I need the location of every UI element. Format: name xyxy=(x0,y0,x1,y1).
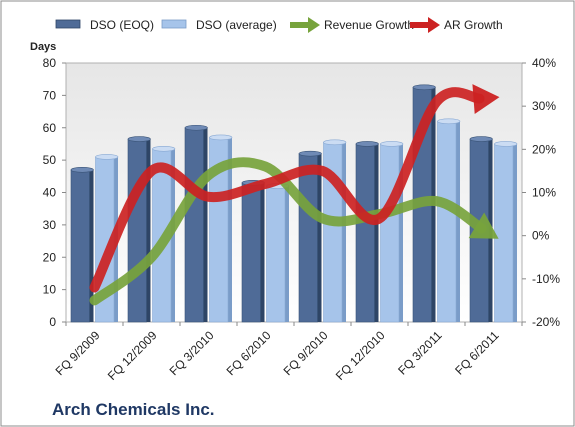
legend-item: Revenue Growth xyxy=(290,17,414,33)
bar-side xyxy=(456,121,460,323)
y-tick-label: 10 xyxy=(43,283,57,297)
bar-side xyxy=(399,143,403,322)
y2-tick-label: 30% xyxy=(532,99,556,113)
bar-side xyxy=(513,143,517,322)
arrow-head xyxy=(468,212,499,239)
legend-label: DSO (average) xyxy=(196,18,277,32)
chart-title: Arch Chemicals Inc. xyxy=(52,400,215,419)
bar-front xyxy=(380,143,400,323)
bar-side xyxy=(317,153,322,322)
y-axis-title: Days xyxy=(30,41,56,53)
bar xyxy=(323,139,347,323)
bar xyxy=(241,179,265,323)
y2-tick-label: -10% xyxy=(532,272,560,286)
bar-top xyxy=(209,134,233,141)
arrow-head xyxy=(472,84,500,115)
legend-swatch xyxy=(161,19,187,29)
legend-label: Revenue Growth xyxy=(324,18,414,32)
bar-top xyxy=(380,141,404,147)
bar xyxy=(127,136,151,323)
legend-item: DSO (average) xyxy=(161,18,277,32)
legend-arrow-icon xyxy=(308,17,320,33)
y-tick-label: 50 xyxy=(43,153,57,167)
bar-top xyxy=(184,124,208,131)
bar-side xyxy=(260,182,265,322)
bar xyxy=(494,141,518,323)
bar-top xyxy=(437,118,461,125)
bar-side xyxy=(342,142,346,322)
lines-group xyxy=(89,84,500,306)
y-tick-label: 60 xyxy=(43,121,57,135)
bar-top xyxy=(95,154,119,160)
legend-item: DSO (EOQ) xyxy=(55,18,154,32)
bar-side xyxy=(374,143,379,322)
bar xyxy=(298,150,322,323)
y-tick-label: 0 xyxy=(49,315,56,329)
y2-tick-label: 40% xyxy=(532,56,556,70)
series-line-path xyxy=(89,87,485,293)
bar-front xyxy=(437,120,457,323)
bar-front xyxy=(266,185,286,323)
y-tick-label: 70 xyxy=(43,88,57,102)
y2-tick-label: 20% xyxy=(532,142,556,156)
bar-front xyxy=(298,153,318,323)
bar-front xyxy=(184,127,204,323)
bar-top xyxy=(298,150,322,157)
bar-top xyxy=(127,136,151,142)
bar xyxy=(209,134,233,323)
bar-top xyxy=(152,145,176,152)
legend-item: AR Growth xyxy=(410,17,503,33)
y2-tick-label: -20% xyxy=(532,315,560,329)
y-tick-label: 80 xyxy=(43,56,57,70)
bar-side xyxy=(285,186,289,322)
bar-front xyxy=(70,169,90,323)
bar-top xyxy=(494,141,518,147)
bar-side xyxy=(228,137,232,322)
y-tick-label: 40 xyxy=(43,186,57,200)
bar xyxy=(355,141,379,323)
legend: DSO (EOQ) DSO (average) Revenue Growth AR G… xyxy=(55,17,503,33)
y2-tick-label: 10% xyxy=(532,186,556,200)
bar xyxy=(70,167,94,323)
legend-swatch xyxy=(55,19,81,29)
y-tick-label: 20 xyxy=(43,250,57,264)
series-line xyxy=(89,84,500,293)
bar-top xyxy=(412,84,436,91)
y2-tick-label: 0% xyxy=(532,229,550,243)
y-tick-label: 30 xyxy=(43,218,57,232)
bar-front xyxy=(494,143,514,323)
bar-front xyxy=(127,138,147,323)
bar xyxy=(266,183,290,323)
bar xyxy=(380,141,404,323)
bar xyxy=(184,124,208,323)
bar-side xyxy=(146,139,151,322)
legend-arrow-icon xyxy=(428,17,440,33)
bar-top xyxy=(70,167,94,173)
bar xyxy=(437,118,461,323)
bar-side xyxy=(89,169,94,322)
bar-side xyxy=(203,127,208,322)
bar-top xyxy=(355,141,379,147)
bar-top xyxy=(469,136,493,142)
bar-front xyxy=(241,182,261,323)
bar-top xyxy=(323,139,347,146)
legend-label: AR Growth xyxy=(444,18,503,32)
legend-label: DSO (EOQ) xyxy=(90,18,154,32)
bar-front xyxy=(355,143,375,323)
